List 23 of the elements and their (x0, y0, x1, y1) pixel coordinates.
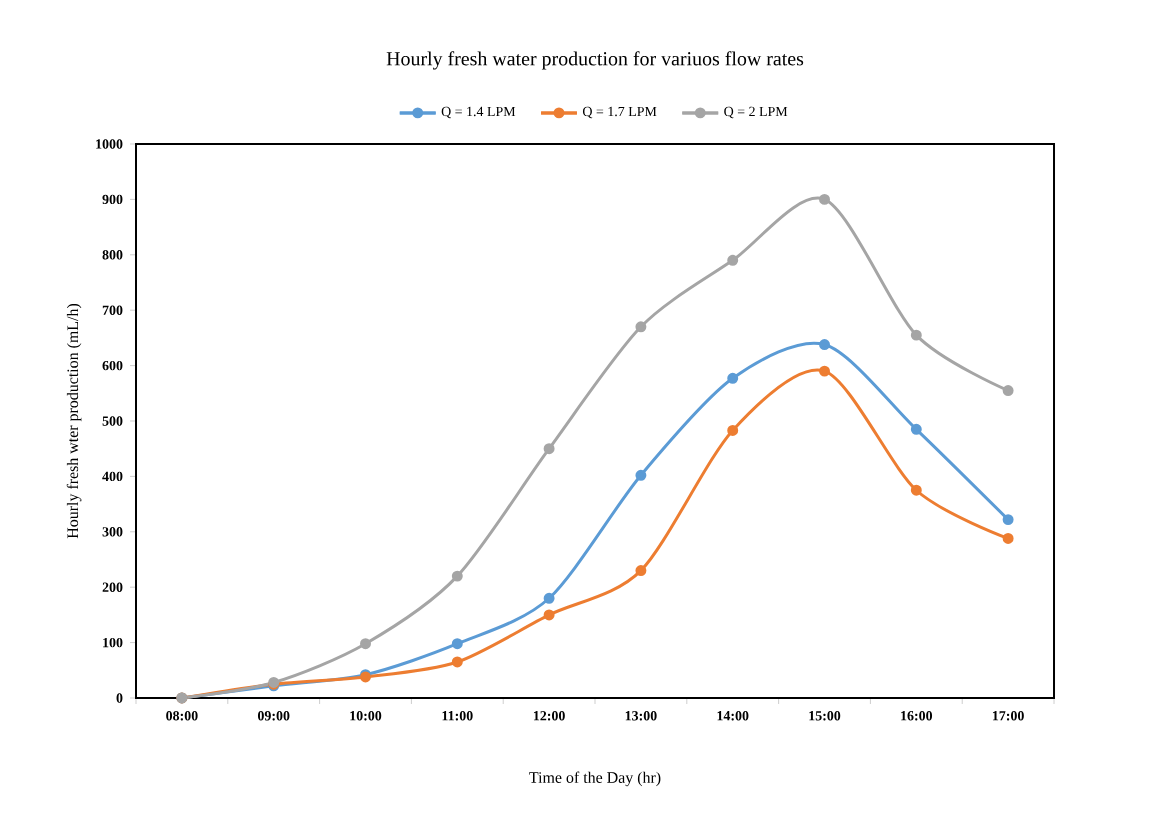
point (910, 423, 922, 435)
point (1002, 532, 1014, 544)
point (727, 254, 739, 266)
point (910, 484, 922, 496)
point (543, 592, 555, 604)
chart-title: Hourly fresh water production for variuos flow rates (386, 51, 804, 70)
point (819, 365, 830, 377)
point (727, 424, 739, 436)
point (635, 321, 647, 333)
point (451, 638, 463, 650)
point (543, 443, 555, 455)
point (1002, 385, 1014, 397)
point (451, 570, 463, 582)
point (727, 372, 739, 384)
point (1002, 514, 1014, 526)
point (360, 638, 371, 650)
point (543, 609, 555, 621)
point (635, 565, 647, 577)
point (910, 329, 922, 341)
point (635, 469, 647, 481)
point (819, 193, 830, 205)
point (819, 339, 830, 351)
point (451, 656, 463, 668)
